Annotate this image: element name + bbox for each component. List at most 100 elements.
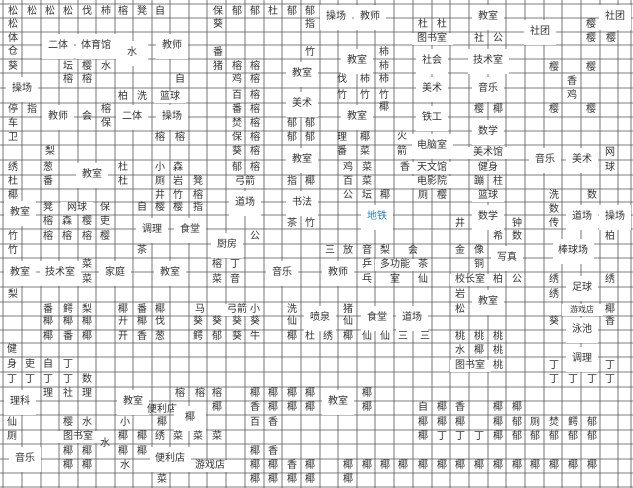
cell-label: 吏	[100, 216, 110, 227]
cell-label: 乒	[362, 259, 372, 270]
cell-label: 椰	[268, 460, 278, 471]
cell-label: 椰	[137, 431, 147, 442]
cell-label: 蹦	[474, 176, 484, 187]
cell-label: 金	[455, 245, 465, 256]
cell-label: 厕	[530, 417, 540, 428]
cell-label: 郁	[212, 331, 222, 342]
cell-label: 榕	[62, 231, 72, 242]
cell-label: 乓	[362, 274, 372, 285]
cell-label: 葵	[213, 19, 223, 30]
cell-label: 菜	[212, 274, 222, 285]
cell-label: 茶	[287, 218, 297, 229]
cell-label: 指	[27, 104, 37, 115]
cell-label: 桃	[493, 360, 503, 371]
cell-label: 椰	[137, 316, 147, 327]
cell-label: 杜	[418, 19, 428, 30]
cell-label: 郁	[232, 162, 242, 173]
area-label: 校长室	[449, 274, 491, 286]
area-label: 教室	[154, 260, 186, 286]
area-label: 教室	[286, 61, 318, 87]
cell-label: 洗	[549, 190, 559, 201]
cell-label: 椰	[43, 331, 53, 342]
cell-label: 杜	[118, 162, 128, 173]
area-label: 弓箭	[229, 176, 261, 188]
cell-label: 椰	[360, 132, 370, 143]
cell-label: 椰	[250, 460, 260, 471]
cell-label: 伐	[337, 74, 347, 85]
cell-label: 丁	[587, 374, 597, 385]
cell-label: 杜	[305, 331, 315, 342]
area-label: 教师	[322, 260, 354, 286]
cell-label: 音	[230, 274, 240, 285]
cell-label: 椰	[362, 402, 372, 413]
area-label: 便利店	[149, 446, 191, 472]
area-label: 数学	[472, 119, 504, 145]
cell-label: 菜	[362, 176, 372, 187]
cell-label: 洗	[287, 304, 297, 315]
cell-label: 竹	[305, 218, 315, 229]
cell-label: 三	[398, 331, 408, 342]
area-label: 教室	[341, 48, 373, 74]
cell-label: 榕	[250, 132, 260, 143]
area-label: 食堂	[361, 305, 393, 331]
cell-label: 樱	[549, 62, 559, 73]
cell-label: 榕	[250, 74, 260, 85]
cell-label: 榕	[250, 146, 260, 157]
cell-label: 仙	[343, 316, 353, 327]
cell-label: 椰	[8, 190, 18, 201]
cell-label: 厕	[155, 176, 165, 187]
cell-label: 梨	[8, 289, 18, 300]
cell-label: 椰	[250, 388, 260, 399]
cell-label: 丁	[7, 374, 17, 385]
cell-label: 数	[549, 204, 559, 215]
cell-label: 松	[455, 304, 465, 315]
cell-label: 榕	[250, 104, 260, 115]
cell-label: 小	[250, 304, 260, 315]
cell-label: 理	[337, 132, 347, 143]
cell-label: 网	[605, 147, 615, 158]
cell-label: 椰	[549, 460, 559, 471]
cell-label: 榕	[250, 118, 260, 129]
cell-label: 香	[137, 331, 147, 342]
area-label: 足球	[566, 275, 598, 301]
cell-label: 体	[8, 33, 18, 44]
cell-label: 椰	[305, 474, 315, 485]
cell-label: 椰	[437, 402, 447, 413]
cell-label: 鳄	[63, 304, 73, 315]
cell-label: 指	[305, 19, 315, 30]
area-label: 教室	[4, 260, 36, 286]
cell-label: 仓	[8, 46, 18, 57]
cell-label: 小	[155, 162, 165, 173]
cell-label: 鳄	[193, 331, 203, 342]
cell-label: 榕	[155, 132, 165, 143]
area-label: 教室	[472, 289, 504, 315]
cell-label: 公	[493, 33, 503, 44]
area-label: 技术室	[39, 260, 81, 286]
cell-label: 茶	[137, 245, 147, 256]
cell-label: 松	[8, 19, 18, 30]
area-label: 椰	[174, 405, 206, 431]
cell-label: 保	[232, 132, 242, 143]
cell-label: 数	[82, 374, 92, 385]
area-label: 教师	[156, 33, 188, 59]
area-label: 二体	[116, 104, 148, 130]
cell-label: 椰	[512, 460, 522, 471]
cell-label: 菜	[82, 274, 92, 285]
cell-label: 椰	[362, 388, 372, 399]
cell-label: 椰	[63, 446, 73, 457]
cell-label: 椰	[587, 460, 597, 471]
cell-label: 椰	[137, 446, 147, 457]
cell-label: 社	[63, 388, 73, 399]
cell-label: 绣	[549, 274, 559, 285]
cell-label: 樱	[173, 202, 183, 213]
cell-label: 仙	[418, 274, 428, 285]
cell-label: 凳	[193, 176, 203, 187]
cell-label: 椰	[287, 331, 297, 342]
cell-label: 桃	[493, 345, 503, 356]
cell-label: 公	[343, 190, 353, 201]
area-label: 美术馆	[467, 147, 509, 159]
cell-label: 香	[268, 446, 278, 457]
cell-label: 杜	[118, 176, 128, 187]
cell-label: 指	[287, 176, 297, 187]
cell-label: 丁	[605, 374, 615, 385]
